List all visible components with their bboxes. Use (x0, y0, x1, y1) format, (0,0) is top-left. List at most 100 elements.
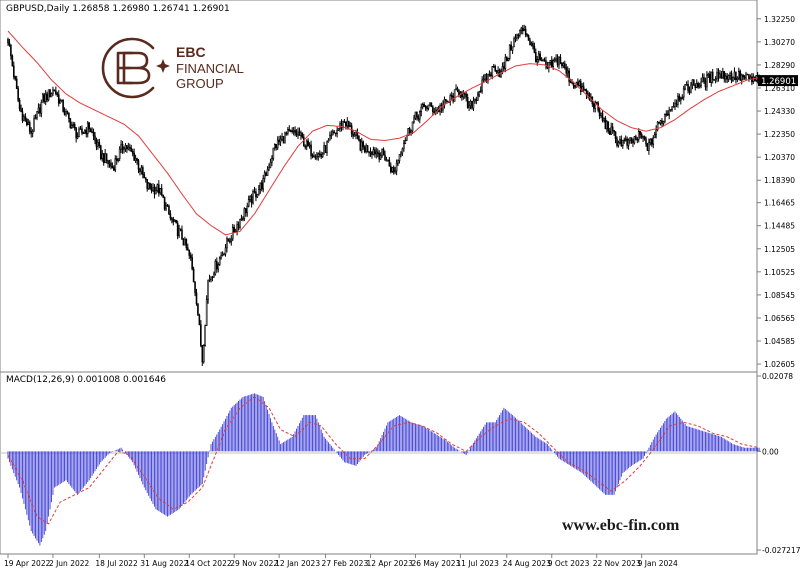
candle-body (304, 145, 307, 148)
candle-body (259, 182, 262, 190)
candle-body (404, 140, 407, 144)
candle-body (582, 86, 585, 90)
candle-body (668, 109, 671, 116)
candle-body (324, 145, 327, 154)
candle-body (363, 146, 366, 153)
candle-body (300, 132, 302, 136)
candle-body (449, 95, 452, 103)
candle-body (685, 83, 688, 86)
candle-body (356, 132, 359, 137)
candle-body (333, 131, 336, 134)
candle-body (346, 120, 349, 127)
candle-body (253, 190, 256, 193)
candle-body (505, 57, 508, 62)
candle-body (495, 70, 498, 73)
candle-body (481, 79, 483, 92)
candle-body (376, 151, 379, 154)
candle-body (110, 162, 112, 167)
candle-body (313, 155, 315, 158)
ebc-logo-mark (101, 37, 155, 99)
candle-body (287, 129, 289, 134)
candle-body (614, 131, 617, 140)
candle-body (658, 121, 660, 124)
candle-body (269, 162, 272, 168)
candle-body (466, 97, 469, 108)
candle-body (213, 273, 215, 278)
candle-body (288, 129, 291, 131)
candle-body (318, 153, 321, 156)
x-tick-label: 26 May 2023 (411, 559, 460, 568)
candle-body (7, 38, 9, 44)
candle-body (645, 138, 647, 145)
macd-histogram (7, 393, 760, 546)
candle-body (223, 253, 225, 256)
candle-body (629, 137, 631, 141)
candle-body (729, 72, 731, 76)
candle-body (456, 88, 459, 91)
candle-body (727, 75, 730, 80)
candle-body (465, 94, 468, 98)
price-y-tick-label: 1.28290 (764, 61, 795, 70)
candle-body (169, 213, 172, 219)
candle-body (118, 148, 121, 160)
candle-body (745, 73, 747, 79)
macd-header: MACD(12,26,9) 0.001008 0.001646 (6, 375, 166, 385)
candle-body (732, 77, 734, 81)
candle-body (730, 72, 733, 81)
candle-body (153, 186, 156, 195)
candle-body (82, 132, 85, 134)
candle-body (545, 60, 547, 66)
brand-name: EBC (176, 44, 206, 60)
candle-body (723, 71, 726, 80)
candle-body (671, 106, 673, 110)
candle-body (700, 81, 702, 86)
candle-body (323, 145, 325, 155)
candle-body (633, 136, 636, 144)
candle-body (427, 104, 430, 109)
candle-body (130, 147, 133, 152)
candle-body (236, 224, 238, 232)
candle-body (719, 73, 721, 78)
candle-body (500, 71, 502, 78)
candle-body (698, 84, 701, 88)
candle-body (652, 137, 655, 145)
candle-body (179, 228, 182, 231)
candle-body (142, 167, 144, 176)
candle-body (73, 124, 76, 129)
candle-body (53, 89, 56, 92)
candle-body (185, 238, 188, 249)
candle-body (478, 91, 481, 96)
macd-y-tick-label: -0.027217 (762, 546, 800, 555)
candle-body (168, 205, 170, 215)
current-price-tag (758, 75, 798, 87)
candle-body (133, 152, 135, 161)
candle-body (155, 190, 157, 195)
candle-body (484, 74, 486, 80)
price-y-tick-label: 1.08545 (764, 291, 795, 300)
candle-body (117, 158, 119, 161)
candle-body (137, 160, 140, 170)
candle-body (748, 74, 750, 80)
candle-body (301, 132, 304, 138)
x-tick-label: 24 Aug 2023 (503, 559, 551, 568)
candle-body (623, 139, 626, 142)
candle-body (640, 134, 643, 138)
candle-body (646, 143, 649, 151)
candle-body (578, 81, 581, 86)
candle-body (432, 106, 434, 112)
candle-body (504, 57, 507, 69)
candle-body (579, 81, 582, 92)
candle-body (695, 83, 698, 89)
candle-body (340, 123, 343, 128)
candle-body (158, 184, 160, 194)
candle-body (704, 80, 707, 88)
price-y-tick-label: 1.18390 (764, 176, 795, 185)
candle-body (198, 315, 201, 325)
candle-body (159, 187, 162, 194)
candle-body (381, 149, 383, 157)
candle-body (662, 121, 665, 124)
candle-body (691, 79, 694, 86)
candle-body (389, 165, 392, 173)
candle-body (665, 113, 668, 116)
